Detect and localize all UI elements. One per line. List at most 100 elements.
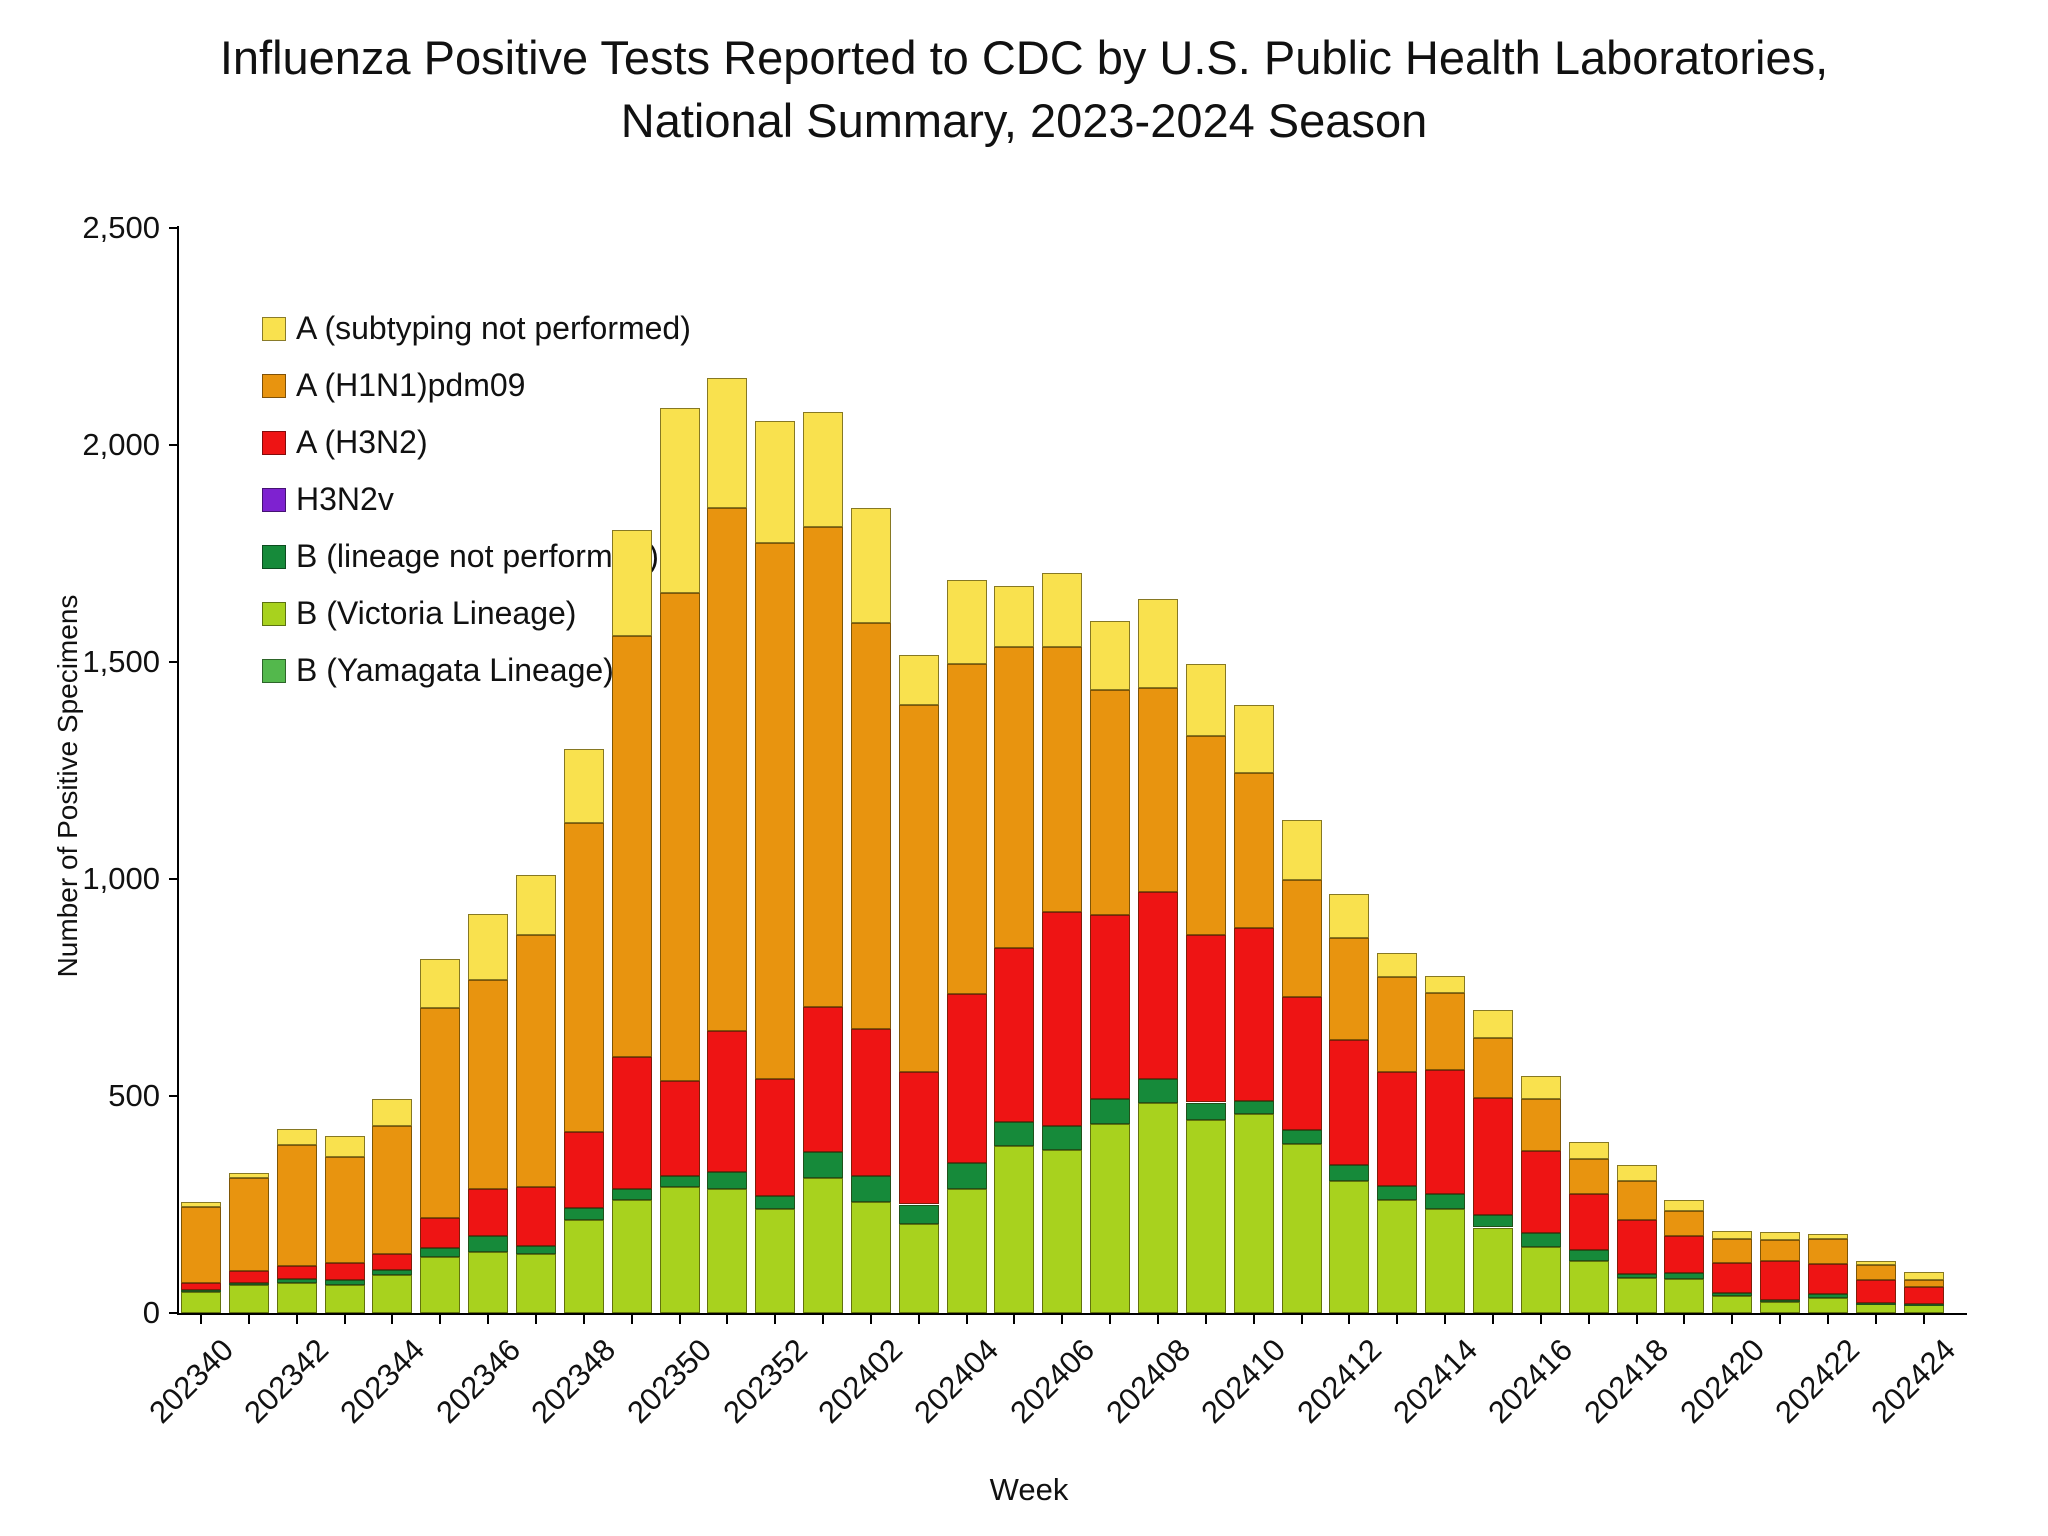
x-tick-202422 [1826,1315,1829,1324]
y-axis-line [177,226,179,1315]
legend-item-h1n1: A (H1N1)pdm09 [262,357,691,414]
bar-segment-h3n2-202408 [1138,892,1178,1079]
y-tick-1000 [169,878,178,880]
bar-segment-b_lnp-202424 [1903,1303,1944,1306]
bar-segment-victoria-202413 [1377,1200,1418,1313]
x-label-202420: 202420 [1673,1332,1771,1430]
bar-segment-a_nsp-202424 [1903,1271,1944,1280]
bar-segment-a_nsp-202420 [1712,1230,1753,1240]
x-label-202348: 202348 [524,1332,623,1430]
bar-segment-h3n2-202415 [1472,1098,1513,1216]
x-tick-202351 [726,1315,729,1324]
y-tick-label-2000: 2,000 [82,427,160,462]
bar-segment-b_lnp-202349 [611,1189,652,1201]
bar-segment-b_lnp-202340 [181,1289,221,1293]
bar-segment-h1n1-202406 [1042,646,1083,912]
bar-segment-h3n2-202421 [1760,1260,1801,1300]
bar-segment-b_lnp-202406 [1042,1126,1083,1151]
x-tick-202413 [1396,1315,1399,1324]
bar-segment-b_lnp-202410 [1233,1101,1274,1115]
x-label-202418: 202418 [1577,1332,1676,1430]
x-label-202340: 202340 [141,1332,240,1430]
bar-segment-victoria-202402 [850,1202,891,1313]
bar-segment-h3n2-202409 [1185,935,1226,1103]
bar-segment-h1n1-202402 [850,622,891,1029]
bar-segment-victoria-202411 [1281,1143,1322,1313]
legend-swatch-h3n2 [262,430,286,455]
x-axis-line [177,1313,1967,1315]
x-tick-202341 [247,1315,250,1324]
x-label-202412: 202412 [1290,1332,1389,1430]
legend-label-b_lnp: B (lineage not performed) [296,538,659,574]
bar-segment-b_lnp-202345 [420,1247,461,1257]
x-tick-202424 [1922,1315,1925,1324]
bar-segment-h3n2-202417 [1568,1193,1609,1251]
bar-segment-b_lnp-202407 [1090,1099,1131,1125]
bar-segment-h1n1-202403 [898,705,939,1073]
bar-segment-h1n1-202410 [1233,773,1274,929]
bar-segment-h3n2-202352 [755,1078,796,1196]
bar-segment-b_lnp-202414 [1425,1194,1466,1209]
y-tick-2500 [169,227,178,229]
bar-segment-b_lnp-202341 [228,1282,269,1285]
bar-segment-victoria-202344 [372,1274,413,1313]
bar-segment-h1n1-202407 [1090,690,1131,915]
legend-item-yamagata: B (Yamagata Lineage) [262,642,691,699]
bar-segment-victoria-202420 [1712,1295,1753,1313]
bar-segment-a_nsp-202349 [611,529,652,636]
y-tick-label-2500: 2,500 [82,210,160,245]
bar-segment-h3n2-202346 [468,1188,509,1236]
bar-segment-victoria-202414 [1425,1208,1466,1313]
x-label-202344: 202344 [333,1332,432,1430]
bar-segment-a_nsp-202410 [1233,705,1274,774]
bar-segment-h3n2-202401 [803,1007,844,1153]
x-tick-202416 [1539,1315,1542,1324]
bar-segment-b_lnp-202417 [1568,1250,1609,1261]
bar-segment-h1n1-202409 [1185,735,1226,936]
bar-segment-b_lnp-202403 [898,1204,939,1225]
bar-segment-a_nsp-202341 [228,1173,269,1179]
bar-segment-h1n1-202417 [1568,1158,1609,1194]
bar-segment-b_lnp-202346 [468,1235,509,1253]
bar-segment-a_nsp-202344 [372,1098,413,1126]
bar-segment-h1n1-202422 [1807,1238,1848,1264]
x-tick-202411 [1300,1315,1303,1324]
bar-segment-h3n2-202344 [372,1253,413,1271]
bar-segment-h1n1-202342 [276,1145,317,1267]
bar-segment-h3n2-202423 [1855,1280,1896,1303]
legend-label-h3n2v: H3N2v [296,481,394,517]
bar-segment-h1n1-202350 [659,592,700,1081]
bar-segment-h3n2-202411 [1281,997,1322,1130]
bar-segment-a_nsp-202403 [898,655,939,706]
bar-segment-victoria-202418 [1616,1278,1657,1313]
y-tick-label-1000: 1,000 [82,861,160,896]
x-tick-202348 [582,1315,585,1324]
bar-segment-victoria-202346 [468,1252,509,1313]
bar-segment-a_nsp-202408 [1138,599,1178,689]
bar-segment-victoria-202412 [1329,1180,1370,1313]
bar-segment-h3n2-202412 [1329,1039,1370,1166]
bar-segment-victoria-202405 [994,1145,1035,1313]
bar-segment-h1n1-202351 [707,507,748,1031]
bar-segment-victoria-202417 [1568,1260,1609,1313]
x-label-202402: 202402 [811,1332,910,1430]
bar-segment-a_nsp-202418 [1616,1165,1657,1181]
bar-segment-h1n1-202340 [181,1207,221,1284]
bar-segment-victoria-202342 [276,1282,317,1313]
y-tick-label-1500: 1,500 [82,644,160,679]
legend-swatch-b_lnp [262,544,286,569]
bar-segment-a_nsp-202404 [946,579,987,665]
bar-segment-h1n1-202412 [1329,937,1370,1040]
bar-segment-h3n2-202413 [1377,1072,1418,1186]
legend-label-yamagata: B (Yamagata Lineage) [296,652,614,688]
x-tick-202418 [1635,1315,1638,1324]
y-tick-label-500: 500 [108,1078,160,1113]
bar-segment-h3n2-202342 [276,1266,317,1279]
bar-segment-victoria-202409 [1185,1119,1226,1313]
bar-segment-a_nsp-202411 [1281,819,1322,881]
bar-segment-a_nsp-202422 [1807,1234,1848,1239]
bar-segment-h3n2-202351 [707,1030,748,1172]
bar-segment-victoria-202422 [1807,1297,1848,1313]
bar-segment-h3n2-202349 [611,1056,652,1190]
